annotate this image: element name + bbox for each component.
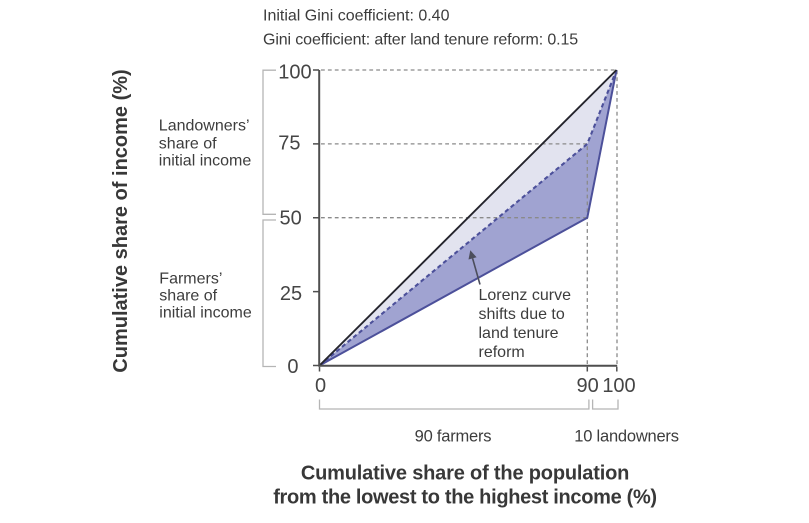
svg-text:Initial Gini coefficient: 0.40: Initial Gini coefficient: 0.40 bbox=[263, 8, 450, 25]
svg-text:75: 75 bbox=[278, 133, 300, 155]
svg-text:Landowners’: Landowners’ bbox=[159, 118, 250, 135]
svg-text:10 landowners: 10 landowners bbox=[574, 427, 678, 445]
svg-text:shifts due to: shifts due to bbox=[479, 306, 565, 323]
svg-text:Cumulative share of income (%): Cumulative share of income (%) bbox=[110, 69, 132, 372]
svg-text:Lorenz curve: Lorenz curve bbox=[479, 287, 572, 304]
svg-text:share of: share of bbox=[159, 135, 217, 152]
svg-text:100: 100 bbox=[602, 375, 635, 397]
svg-text:initial income: initial income bbox=[159, 305, 252, 322]
svg-text:0: 0 bbox=[315, 375, 326, 397]
svg-text:initial income: initial income bbox=[159, 152, 252, 169]
svg-text:reform: reform bbox=[479, 344, 525, 361]
svg-text:90: 90 bbox=[576, 375, 598, 397]
svg-text:0: 0 bbox=[287, 356, 298, 378]
svg-text:50: 50 bbox=[280, 208, 302, 230]
svg-text:share of: share of bbox=[159, 288, 217, 305]
svg-text:Farmers’: Farmers’ bbox=[159, 270, 222, 287]
svg-text:25: 25 bbox=[280, 283, 302, 305]
svg-text:land tenure: land tenure bbox=[479, 325, 559, 342]
svg-text:Cumulative share of the popula: Cumulative share of the population bbox=[301, 463, 629, 485]
svg-text:90 farmers: 90 farmers bbox=[415, 427, 492, 445]
svg-text:Gini coefficient: after land t: Gini coefficient: after land tenure refo… bbox=[263, 32, 578, 49]
svg-text:100: 100 bbox=[278, 61, 311, 83]
svg-text:from the lowest to the highest: from the lowest to the highest income (%… bbox=[273, 487, 657, 509]
